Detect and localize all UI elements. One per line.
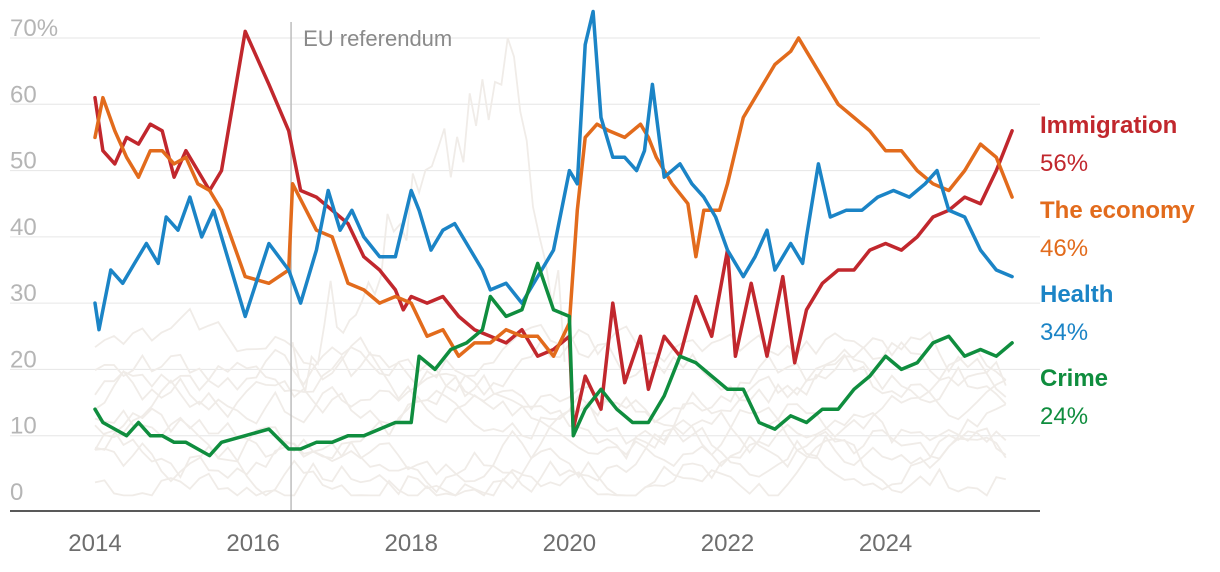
series-label-the-economy: The economy (1040, 197, 1195, 224)
y-axis-tick-labels: 0 10 20 30 40 50 60 70% (10, 15, 58, 506)
y-tick-label: 60 (10, 81, 37, 108)
x-tick-label: 2020 (543, 530, 596, 557)
x-tick-label: 2016 (226, 530, 279, 557)
background-issue-line (94, 323, 1007, 405)
y-tick-label: 0 (10, 479, 23, 506)
y-tick-label: 50 (10, 148, 37, 175)
y-tick-label: 30 (10, 280, 37, 307)
x-tick-label: 2014 (68, 530, 121, 557)
series-label-crime: Crime (1040, 365, 1108, 392)
background-issue-line (94, 360, 1007, 468)
series-value-the-economy: 46% (1040, 235, 1088, 262)
background-issue-line (291, 37, 566, 394)
x-tick-label: 2018 (385, 530, 438, 557)
x-tick-label: 2022 (701, 530, 754, 557)
series-value-crime: 24% (1040, 403, 1088, 430)
background-issue-line (94, 437, 1007, 497)
series-line-health (93, 9, 1014, 332)
series-label-immigration: Immigration (1040, 112, 1177, 139)
series-lines (93, 9, 1014, 458)
background-issue-line (94, 348, 1007, 428)
series-line-the-economy (93, 36, 1014, 358)
y-tick-label: 40 (10, 214, 37, 241)
series-end-labels: Immigration 56% The economy 46% Health 34% Cri… (1040, 112, 1195, 430)
y-tick-label: 70% (10, 15, 58, 42)
series-value-health: 34% (1040, 319, 1088, 346)
series-value-immigration: 56% (1040, 150, 1088, 177)
y-tick-label: 10 (10, 413, 37, 440)
background-issue-line (94, 411, 1007, 497)
background-issue-line (94, 307, 1007, 397)
y-tick-label: 20 (10, 346, 37, 373)
x-tick-label: 2024 (859, 530, 912, 557)
background-other-issues-lines (94, 37, 1007, 497)
background-issue-line (94, 419, 1007, 494)
background-issue-line (94, 400, 1007, 491)
series-line-crime (93, 261, 1014, 458)
eu-referendum-annotation: EU referendum (303, 26, 452, 51)
background-issue-line (94, 394, 1007, 470)
series-line-immigration (93, 29, 1014, 431)
x-axis-tick-labels: 2014 2016 2018 2020 2022 2024 (68, 530, 912, 557)
series-label-health: Health (1040, 281, 1113, 308)
background-issue-line (94, 353, 1007, 440)
